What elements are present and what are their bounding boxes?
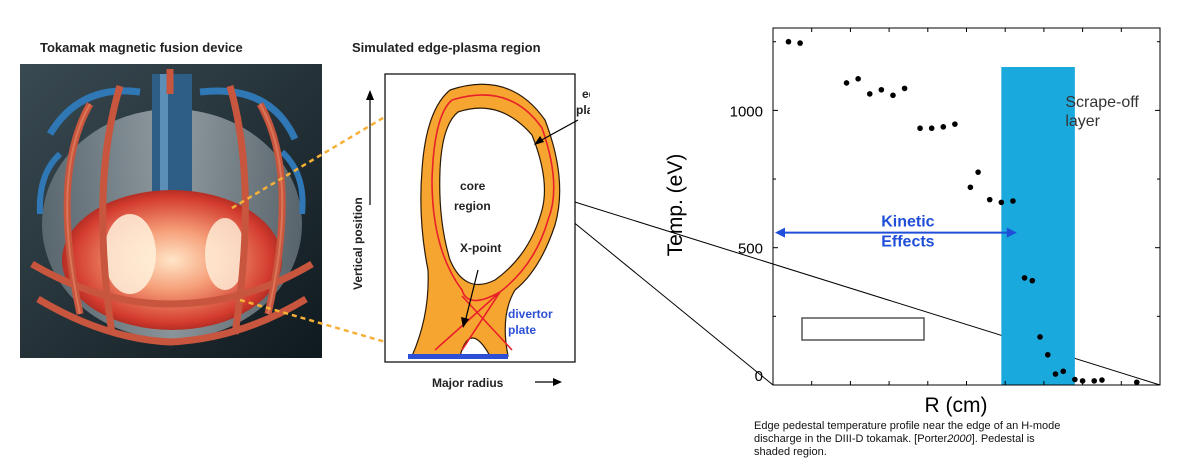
data-point-7 <box>901 85 908 92</box>
caption-line2: discharge in the DIII-D tokamak. [Porter… <box>754 433 1035 445</box>
scrape-off-layer-region <box>1001 67 1075 385</box>
data-point-26 <box>1099 377 1105 383</box>
horizontal-axis-label: Major radius <box>432 376 504 390</box>
y-axis-label: Temp. (eV) <box>664 154 687 257</box>
data-point-19 <box>1037 334 1043 340</box>
y-tick-label-2: 1000 <box>730 103 763 120</box>
data-point-5 <box>878 86 885 93</box>
data-point-10 <box>940 124 947 130</box>
data-point-15 <box>998 199 1005 206</box>
data-point-3 <box>855 76 861 82</box>
x-axis-label: R (cm) <box>925 394 988 417</box>
data-point-25 <box>1091 378 1098 384</box>
scrape-off-label-line1: Scrape-off <box>1065 94 1139 111</box>
data-point-27 <box>1133 379 1140 386</box>
zoom-line-lower <box>549 202 774 386</box>
divertor-label-line2: plate <box>508 323 536 337</box>
xpoint-label: X-point <box>460 241 501 255</box>
edge-plasma-cross-section: Vertical position Major radius edge plas… <box>351 73 590 390</box>
data-point-22 <box>1060 368 1067 375</box>
data-point-16 <box>1010 198 1016 204</box>
edge-plasma-label-line1: edge <box>582 87 590 101</box>
data-point-2 <box>843 80 850 86</box>
kinetic-label-line1: Kinetic <box>881 214 934 231</box>
lower-dashed-arrow <box>239 298 397 347</box>
scrape-off-label-line2: layer <box>1065 113 1100 130</box>
vertical-axis-label: Vertical position <box>351 197 365 290</box>
data-point-6 <box>890 92 896 99</box>
data-point-11 <box>952 121 958 127</box>
core-label-line2: region <box>454 199 491 213</box>
kinetic-label-line2: Effects <box>881 234 934 251</box>
tokamak-device-illustration <box>20 64 322 358</box>
caption-line1: Edge pedestal temperature profile near t… <box>754 420 1061 432</box>
caption-line3: shaded region. <box>754 446 827 458</box>
edge-plasma-label-line2: plasma <box>576 103 590 117</box>
data-point-21 <box>1052 371 1059 377</box>
data-point-20 <box>1044 351 1051 358</box>
y-tick-label-0: 0 <box>755 368 763 385</box>
divertor-label-line1: divertor <box>508 307 553 321</box>
data-point-9 <box>928 125 935 132</box>
caption-ref-year: 2000 <box>947 433 972 445</box>
data-point-12 <box>967 184 974 191</box>
data-point-17 <box>1021 275 1028 281</box>
data-point-0 <box>785 38 792 45</box>
data-point-4 <box>866 91 873 97</box>
core-region <box>439 107 546 286</box>
kinetic-arrowhead-left <box>775 227 785 238</box>
data-point-13 <box>975 169 981 175</box>
data-point-8 <box>917 125 923 132</box>
data-point-18 <box>1029 277 1036 284</box>
device-title: Tokamak magnetic fusion device <box>40 40 243 55</box>
data-point-23 <box>1072 376 1078 383</box>
edge-region-title: Simulated edge-plasma region <box>352 40 541 55</box>
kinetic-arrowhead-right <box>1006 227 1017 238</box>
data-point-24 <box>1079 378 1086 384</box>
y-tick-label-1: 500 <box>738 241 763 258</box>
data-point-14 <box>986 196 993 203</box>
divertor-plate <box>408 354 508 359</box>
empty-legend-box <box>801 317 925 341</box>
data-point-1 <box>797 40 803 46</box>
core-label-line1: core <box>460 179 486 193</box>
figure-caption: Edge pedestal temperature profile near t… <box>754 420 1174 459</box>
